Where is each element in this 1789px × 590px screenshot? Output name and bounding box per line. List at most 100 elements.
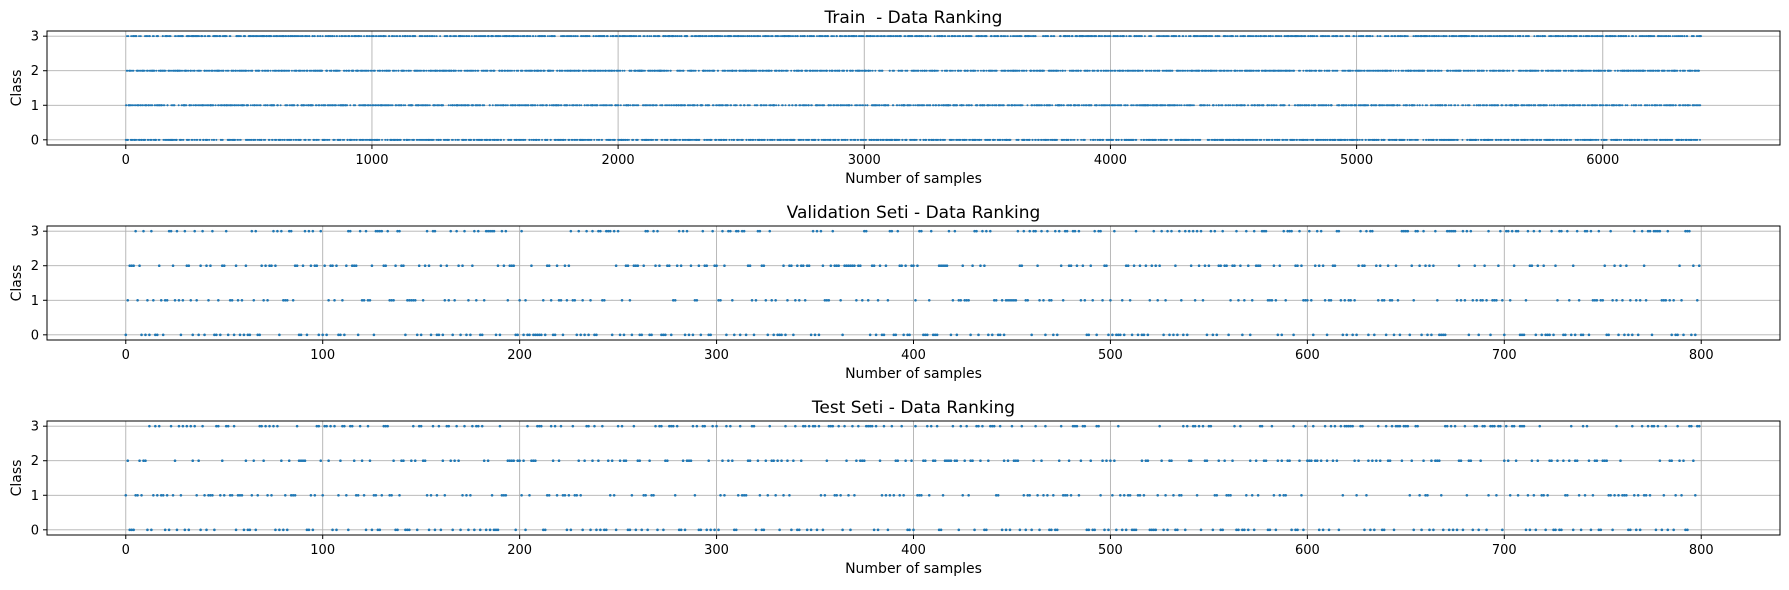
data-point bbox=[898, 138, 901, 141]
data-point bbox=[532, 35, 535, 38]
data-point bbox=[652, 138, 655, 141]
data-point bbox=[278, 69, 281, 72]
data-point bbox=[866, 104, 869, 107]
data-point bbox=[775, 104, 778, 107]
data-point bbox=[1123, 104, 1126, 107]
data-point bbox=[435, 138, 438, 141]
data-point bbox=[575, 69, 578, 72]
data-point bbox=[346, 138, 349, 141]
data-point bbox=[366, 138, 369, 141]
data-point bbox=[1139, 69, 1142, 72]
data-point bbox=[319, 35, 322, 38]
data-point bbox=[131, 104, 134, 107]
data-point bbox=[1119, 69, 1122, 72]
data-point bbox=[1176, 104, 1179, 107]
data-point bbox=[841, 35, 844, 38]
data-point bbox=[423, 69, 426, 72]
data-point bbox=[792, 35, 795, 38]
data-point bbox=[380, 35, 383, 38]
data-point bbox=[770, 69, 773, 72]
data-point bbox=[937, 138, 940, 141]
data-point bbox=[1206, 104, 1209, 107]
data-point bbox=[793, 69, 796, 72]
data-point bbox=[1064, 69, 1067, 72]
data-point bbox=[306, 69, 309, 72]
data-point bbox=[865, 69, 868, 72]
data-point bbox=[234, 138, 237, 141]
data-point bbox=[463, 35, 466, 38]
data-point bbox=[985, 69, 988, 72]
data-point bbox=[473, 138, 476, 141]
data-point bbox=[286, 104, 289, 107]
data-point bbox=[492, 35, 495, 38]
data-point bbox=[1071, 35, 1074, 38]
data-point bbox=[1208, 138, 1211, 141]
data-point bbox=[414, 35, 417, 38]
data-point bbox=[612, 35, 615, 38]
data-point bbox=[148, 35, 151, 38]
data-point bbox=[675, 138, 678, 141]
data-point bbox=[335, 35, 338, 38]
data-point bbox=[814, 138, 817, 141]
data-point bbox=[688, 104, 691, 107]
data-point bbox=[703, 138, 706, 141]
data-point bbox=[225, 35, 228, 38]
data-point bbox=[1047, 35, 1050, 38]
data-point bbox=[869, 35, 872, 38]
data-point bbox=[160, 104, 163, 107]
data-point bbox=[1076, 138, 1079, 141]
data-point bbox=[843, 69, 846, 72]
data-point bbox=[315, 104, 318, 107]
data-point bbox=[491, 104, 494, 107]
data-point bbox=[677, 104, 680, 107]
data-point bbox=[447, 104, 450, 107]
data-point bbox=[1057, 69, 1060, 72]
data-point bbox=[848, 35, 851, 38]
data-point bbox=[575, 35, 578, 38]
data-point bbox=[1094, 138, 1097, 141]
data-point bbox=[659, 104, 662, 107]
data-point bbox=[853, 35, 856, 38]
data-point bbox=[526, 69, 529, 72]
data-point bbox=[1101, 35, 1104, 38]
data-point bbox=[395, 69, 398, 72]
data-point bbox=[351, 138, 354, 141]
data-point bbox=[298, 35, 301, 38]
data-point bbox=[627, 138, 630, 141]
data-point bbox=[360, 35, 363, 38]
data-point bbox=[435, 35, 438, 38]
data-point bbox=[1346, 138, 1349, 141]
data-point bbox=[663, 69, 666, 72]
data-point bbox=[919, 138, 922, 141]
data-point bbox=[431, 35, 434, 38]
data-point bbox=[741, 138, 744, 141]
data-point bbox=[1026, 104, 1029, 107]
data-point bbox=[141, 104, 144, 107]
data-point bbox=[769, 104, 772, 107]
data-point bbox=[1177, 138, 1180, 141]
data-point bbox=[348, 69, 351, 72]
data-point bbox=[720, 138, 723, 141]
data-point bbox=[800, 138, 803, 141]
data-point bbox=[906, 69, 909, 72]
data-point bbox=[145, 104, 148, 107]
data-point bbox=[1197, 35, 1200, 38]
data-point bbox=[131, 138, 134, 141]
data-point bbox=[454, 69, 457, 72]
data-point bbox=[1034, 35, 1037, 38]
data-point bbox=[892, 35, 895, 38]
data-point bbox=[826, 69, 829, 72]
data-point bbox=[803, 35, 806, 38]
data-point bbox=[1273, 104, 1276, 107]
data-point bbox=[1114, 104, 1117, 107]
data-point bbox=[570, 35, 573, 38]
data-point bbox=[704, 104, 707, 107]
data-point bbox=[372, 104, 375, 107]
data-point bbox=[132, 69, 135, 72]
data-point bbox=[343, 69, 346, 72]
data-point bbox=[747, 104, 750, 107]
data-point bbox=[929, 104, 932, 107]
data-point bbox=[905, 138, 908, 141]
data-point bbox=[807, 104, 810, 107]
data-point bbox=[935, 104, 938, 107]
